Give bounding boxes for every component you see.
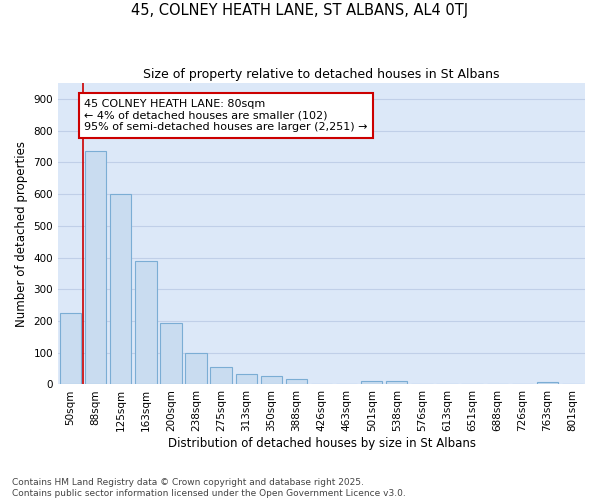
Bar (185, 352, 207, 384)
Bar (85, 152, 106, 384)
Bar (361, 380, 382, 384)
Title: Size of property relative to detached houses in St Albans: Size of property relative to detached ho… (143, 68, 500, 80)
Bar (536, 382, 558, 384)
Bar (60, 313, 81, 384)
Text: Contains HM Land Registry data © Crown copyright and database right 2025.
Contai: Contains HM Land Registry data © Crown c… (12, 478, 406, 498)
X-axis label: Distribution of detached houses by size in St Albans: Distribution of detached houses by size … (167, 437, 476, 450)
Bar (286, 378, 307, 384)
Bar (135, 260, 157, 384)
Y-axis label: Number of detached properties: Number of detached properties (15, 141, 28, 327)
Bar (236, 374, 257, 384)
Bar (260, 376, 282, 384)
Bar (386, 380, 407, 384)
Text: 45, COLNEY HEATH LANE, ST ALBANS, AL4 0TJ: 45, COLNEY HEATH LANE, ST ALBANS, AL4 0T… (131, 2, 469, 18)
Bar (160, 323, 182, 384)
Text: 45 COLNEY HEATH LANE: 80sqm
← 4% of detached houses are smaller (102)
95% of sem: 45 COLNEY HEATH LANE: 80sqm ← 4% of deta… (85, 99, 368, 132)
Bar (211, 367, 232, 384)
Bar (110, 194, 131, 384)
